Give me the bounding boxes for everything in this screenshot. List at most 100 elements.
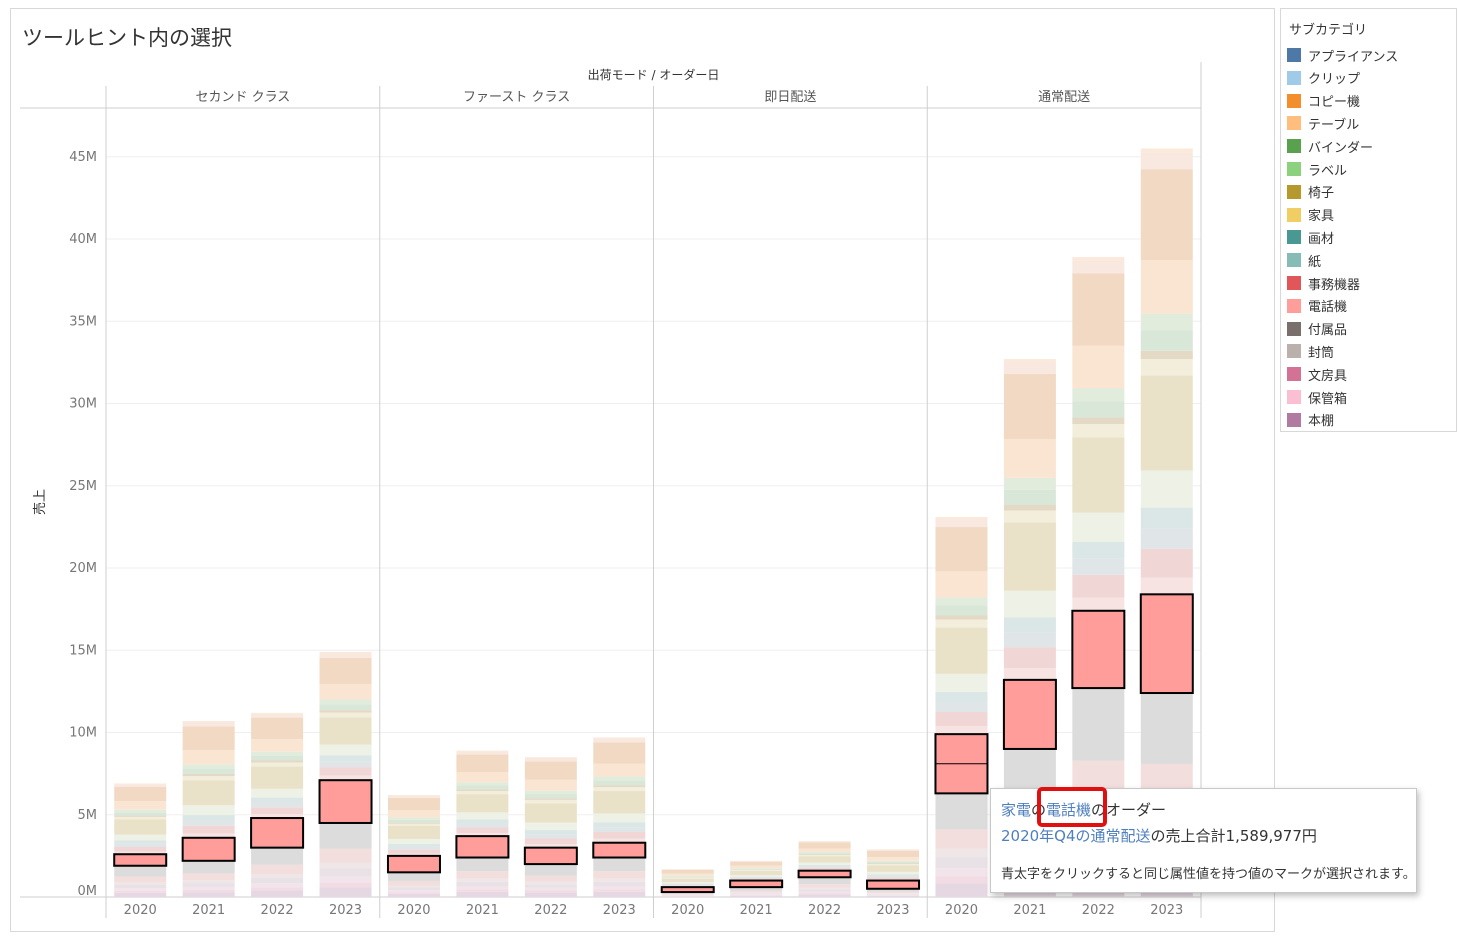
- legend-label: ラベル: [1308, 163, 1348, 179]
- y-axis-label: 売上: [32, 489, 48, 515]
- bar-segment: [730, 878, 783, 880]
- legend-label: 保管箱: [1308, 391, 1348, 407]
- bar-segment: [251, 766, 304, 789]
- bar-segment: [251, 760, 304, 763]
- legend-item[interactable]: アプライアンス: [1287, 45, 1398, 65]
- legend-item[interactable]: 文房具: [1287, 364, 1347, 384]
- bar-segment: [251, 739, 304, 752]
- bar-highlight: [455, 835, 510, 859]
- y-tick-label: 15M: [69, 643, 97, 658]
- bar-highlight: [797, 869, 852, 879]
- bar-segment: [182, 780, 235, 806]
- bar-highlight: [729, 879, 784, 889]
- bar-segment: [1140, 259, 1193, 314]
- bar-segment: [798, 893, 851, 895]
- bar-segment: [524, 887, 577, 891]
- bar-highlight: [1071, 609, 1126, 690]
- legend-item[interactable]: ラベル: [1287, 159, 1347, 179]
- bar-segment: [114, 840, 167, 844]
- bar-segment: [867, 893, 920, 895]
- legend-item[interactable]: バインダー: [1287, 136, 1373, 156]
- legend-swatch: [1287, 344, 1301, 359]
- bar-segment: [456, 823, 509, 828]
- bar-segment: [114, 876, 167, 883]
- bar-segment: [182, 805, 235, 816]
- legend-label: 封筒: [1308, 345, 1335, 361]
- bar-segment: [524, 892, 577, 897]
- tooltip-subcategory-link[interactable]: 電話機: [1046, 801, 1092, 819]
- bar-segment: [456, 789, 509, 791]
- tooltip-category-link[interactable]: 家電: [1001, 801, 1032, 819]
- bar-segment: [730, 895, 783, 897]
- legend-item[interactable]: クリップ: [1287, 68, 1360, 88]
- bar-segment: [251, 877, 304, 884]
- bar-segment: [1072, 688, 1125, 761]
- bar-segment: [524, 822, 577, 831]
- legend-item[interactable]: 画材: [1287, 227, 1334, 247]
- legend-item[interactable]: 封筒: [1287, 341, 1334, 361]
- legend-label: 家具: [1308, 209, 1335, 225]
- bar-segment: [182, 722, 235, 727]
- bar-segment: [593, 737, 646, 739]
- bar-segment: [730, 861, 783, 866]
- legend-title: サブカテゴリ: [1289, 23, 1368, 38]
- legend-item[interactable]: 事務機器: [1287, 273, 1360, 293]
- bar-segment: [935, 627, 988, 674]
- bar-segment: [456, 812, 509, 820]
- bar-segment: [114, 801, 167, 810]
- tooltip-shipmode-link[interactable]: 通常配送: [1090, 827, 1151, 845]
- legend-item[interactable]: 電話機: [1287, 296, 1347, 316]
- legend-swatch: [1287, 321, 1301, 336]
- bar-segment: [319, 868, 372, 877]
- bar-segment: [661, 876, 714, 878]
- bar-segment: [1003, 590, 1056, 618]
- bar-segment: [251, 847, 304, 865]
- bar-segment: [319, 710, 372, 713]
- x-tick-label: 2023: [876, 903, 909, 918]
- bar-segment: [1140, 693, 1193, 764]
- x-tick-label: 2021: [192, 903, 225, 918]
- bar-segment: [593, 827, 646, 832]
- legend-swatch: [1287, 70, 1301, 85]
- bar-segment: [935, 597, 988, 606]
- bar-highlight: [592, 841, 647, 859]
- bar-segment: [730, 865, 783, 869]
- bar-segment: [1072, 260, 1125, 274]
- bar-segment: [798, 864, 851, 867]
- bar-segment: [114, 815, 167, 817]
- legend-item[interactable]: 紙: [1287, 250, 1321, 270]
- bar-segment: [182, 825, 235, 834]
- bar-segment: [1003, 632, 1056, 648]
- y-tick-label: 5M: [78, 808, 98, 823]
- bar-segment: [661, 873, 714, 876]
- bar-segment: [798, 854, 851, 856]
- legend-swatch: [1287, 230, 1301, 245]
- legend-swatch: [1287, 93, 1301, 108]
- legend-item[interactable]: 椅子: [1287, 182, 1334, 202]
- bar-segment: [182, 820, 235, 826]
- bar-segment: [456, 785, 509, 790]
- bar-segment: [798, 884, 851, 888]
- bar-segment: [730, 895, 783, 896]
- bar-segment: [593, 871, 646, 879]
- bar-segment: [867, 863, 920, 865]
- bar-segment: [524, 881, 577, 885]
- bar-segment: [251, 762, 304, 767]
- bar-segment: [593, 822, 646, 828]
- bar-segment: [114, 843, 167, 848]
- legend-swatch: [1287, 207, 1301, 222]
- bar-segment: [593, 891, 646, 897]
- bar-segment: [798, 841, 851, 843]
- legend-item[interactable]: 保管箱: [1287, 387, 1347, 407]
- bar-segment: [319, 699, 372, 705]
- bar-segment: [251, 717, 304, 740]
- legend-item[interactable]: テーブル: [1287, 113, 1359, 133]
- legend-item[interactable]: 本棚: [1287, 410, 1334, 430]
- legend-item[interactable]: 家具: [1287, 205, 1334, 225]
- tooltip-date-link[interactable]: 2020年Q4の: [1001, 827, 1091, 845]
- legend-item[interactable]: 付属品: [1287, 319, 1347, 339]
- legend-item[interactable]: コピー機: [1287, 91, 1360, 111]
- bar-segment: [1140, 528, 1193, 549]
- bar-segment: [730, 890, 783, 893]
- bar-segment: [730, 893, 783, 895]
